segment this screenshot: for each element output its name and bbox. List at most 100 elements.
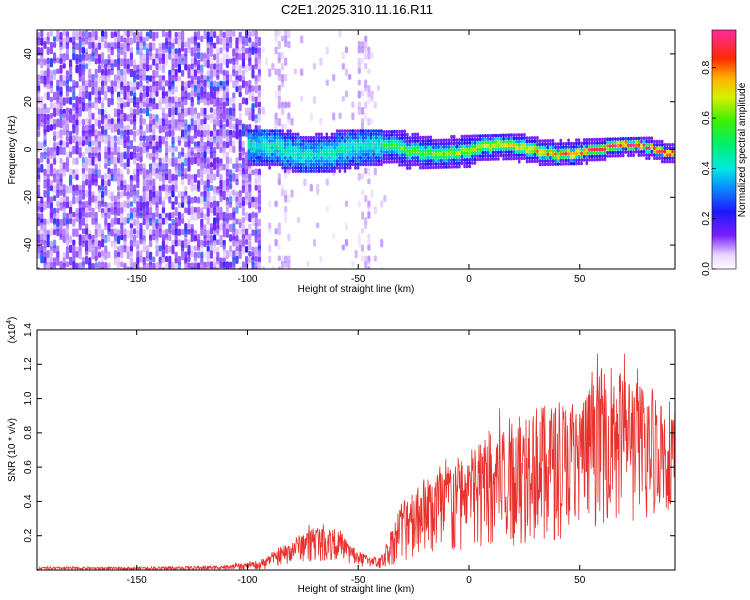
heatmap-cell <box>663 153 667 157</box>
heatmap-cell <box>361 156 365 160</box>
heatmap-cell <box>315 132 318 137</box>
heatmap-cell <box>533 156 537 160</box>
heatmap-cell <box>593 144 596 149</box>
heatmap-cell <box>65 196 69 204</box>
heatmap-cell <box>458 151 461 156</box>
heatmap-cell <box>471 161 474 165</box>
heatmap-cell <box>385 160 388 164</box>
heatmap-cell <box>476 137 479 142</box>
heatmap-cell <box>356 142 360 147</box>
heatmap-cell <box>149 113 153 120</box>
heatmap-cell <box>494 153 498 158</box>
heatmap-cell <box>206 53 210 60</box>
heatmap-cell <box>206 81 210 88</box>
heatmap-cell <box>634 140 638 144</box>
heatmap-cell <box>460 148 464 152</box>
heatmap-cell <box>289 129 292 133</box>
heatmap-cell <box>232 123 236 130</box>
heatmap-cell <box>380 145 383 150</box>
heatmap-cell <box>481 154 485 158</box>
heatmap-cell <box>65 41 69 50</box>
heatmap-cell <box>489 154 492 158</box>
heatmap-cell <box>447 148 451 152</box>
heatmap-cell <box>333 132 336 137</box>
heatmap-cell <box>181 136 185 143</box>
heatmap-cell <box>296 149 300 153</box>
heatmap-cell <box>338 142 342 147</box>
heatmap-cell <box>637 139 641 144</box>
heatmap-cell <box>528 136 531 140</box>
heatmap-cell <box>533 159 537 164</box>
heatmap-cell <box>343 152 347 157</box>
heatmap-cell <box>248 112 252 121</box>
heatmap-cell <box>377 135 381 140</box>
heatmap-cell <box>447 165 451 169</box>
colorbar-frame <box>711 29 737 270</box>
heatmap-cell <box>621 140 625 144</box>
heatmap-cell <box>184 107 188 117</box>
heatmap-cell <box>328 135 331 140</box>
heatmap-cell <box>265 162 269 167</box>
heatmap-cell <box>81 130 85 137</box>
heatmap-cell <box>165 256 169 263</box>
heatmap-cell <box>251 169 255 176</box>
heatmap-cell <box>372 135 375 140</box>
heatmap-cell <box>411 142 414 147</box>
heatmap-cell <box>296 156 300 160</box>
heatmap-cell <box>120 109 124 115</box>
heatmap-cell <box>406 139 409 144</box>
heatmap-cell <box>580 148 583 152</box>
heatmap-cell <box>281 159 284 163</box>
heatmap-cell <box>296 152 300 157</box>
heatmap-cell <box>216 52 220 60</box>
heatmap-cell <box>320 169 323 173</box>
heatmap-cell <box>200 245 204 252</box>
heatmap-cell <box>97 228 101 238</box>
heatmap-cell <box>177 36 181 45</box>
heatmap-cell <box>145 103 149 110</box>
heatmap-cell <box>276 159 279 163</box>
heatmap-cell <box>81 167 85 175</box>
heatmap-cell <box>406 156 409 160</box>
heatmap-cell <box>94 255 98 262</box>
heatmap-cell <box>248 184 252 193</box>
heatmap-cell <box>139 108 143 114</box>
heatmap-cell <box>357 200 361 207</box>
heatmap-cell <box>281 142 284 147</box>
colorbar-label: Normalized spectral amplitude <box>737 82 748 217</box>
heatmap-cell <box>145 244 149 251</box>
heatmap-cell <box>171 184 175 192</box>
heatmap-cell <box>238 91 242 98</box>
heatmap-cell <box>145 189 149 198</box>
heatmap-cell <box>101 134 105 143</box>
heatmap-cell <box>251 211 255 219</box>
heatmap-cell <box>254 185 258 191</box>
heatmap-cell <box>238 112 242 122</box>
heatmap-cell <box>317 145 321 150</box>
heatmap-cell <box>260 159 264 163</box>
heatmap-cell <box>245 184 249 192</box>
heatmap-cell <box>274 46 278 55</box>
heatmap-cell <box>40 30 44 38</box>
heatmap-cell <box>408 146 412 150</box>
heatmap-cell <box>465 134 469 139</box>
heatmap-cell <box>455 148 459 152</box>
heatmap-cell <box>655 153 659 157</box>
heatmap-cell <box>364 129 368 133</box>
heatmap-cell <box>161 124 165 133</box>
heatmap-cell <box>37 206 41 213</box>
heatmap-cell <box>78 200 82 209</box>
heatmap-cell <box>136 229 140 239</box>
heatmap-cell <box>309 112 313 121</box>
heatmap-cell <box>120 68 124 76</box>
heatmap-cell <box>142 185 146 192</box>
heatmap-cell <box>174 125 178 131</box>
heatmap-cell <box>632 143 635 147</box>
heatmap-cell <box>250 132 253 137</box>
heatmap-cell <box>360 189 365 196</box>
heatmap-cell <box>209 47 213 57</box>
heatmap-cell <box>325 142 329 147</box>
heatmap-cell <box>294 169 297 173</box>
heatmap-cell <box>494 143 498 148</box>
heatmap-cell <box>356 159 360 163</box>
